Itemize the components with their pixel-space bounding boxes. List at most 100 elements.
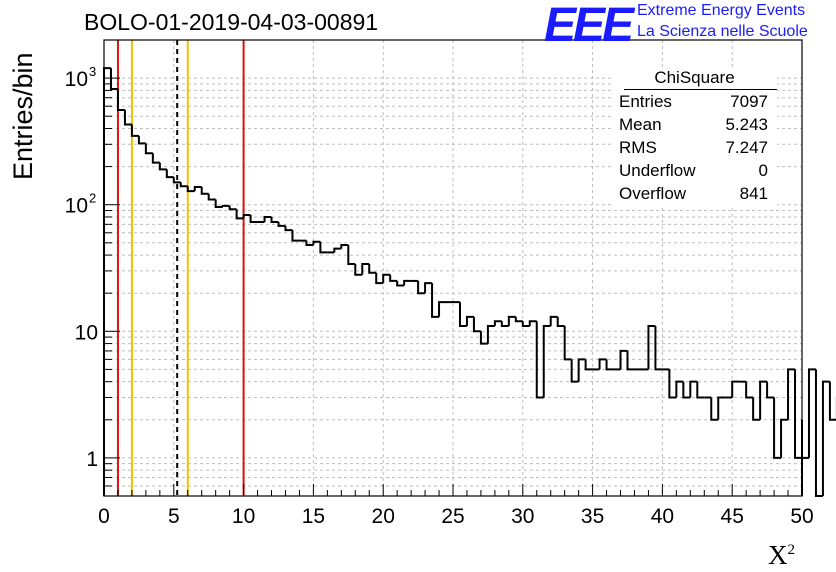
histogram-bin [647,325,656,370]
x-tick-label: 35 [581,505,604,528]
histogram-bin [654,326,663,371]
histogram-bin [228,205,237,211]
histogram-bin [807,368,816,458]
histogram-bin [354,264,363,276]
histogram-bin [780,418,789,458]
histogram-bin [368,264,377,274]
histogram-bin [249,214,258,224]
histogram-bin [417,280,426,295]
histogram-bin [794,369,802,459]
histogram-bin [312,240,321,246]
stats-row-underflow: Underflow 0 [619,161,768,181]
histogram-bin [109,68,118,91]
stats-value: 7.247 [725,138,768,157]
histogram-bin [605,359,614,371]
histogram-bin [759,380,768,420]
histogram-bin [221,204,230,207]
histogram-bin [137,135,146,145]
histogram-bin [347,245,356,266]
y-tick-label: 1 [86,448,98,471]
stats-label: RMS [619,138,657,157]
histogram-bin [116,89,125,111]
histogram-bin [528,320,537,327]
histogram-bin [821,380,830,496]
histogram-bin [626,350,635,371]
histogram-bin [696,381,705,399]
logo-line-1: Extreme Energy Events [637,2,806,19]
histogram-bin [675,380,684,398]
histogram-bin [172,177,181,184]
histogram-bin [717,396,726,420]
histogram-bin [319,241,328,254]
y-tick-label: 10 [65,68,88,91]
histogram-bin [752,397,761,421]
histogram-bin [389,274,398,282]
x-tick-label: 30 [511,505,534,528]
x-tick-label: 10 [232,505,255,528]
histogram-bin [263,215,272,223]
histogram-bin [584,359,593,371]
histogram-bin [472,316,481,333]
histogram-bin [465,315,474,327]
stats-label: Mean [619,115,662,134]
histogram-bin [340,244,349,249]
histogram-bin [814,369,823,497]
stats-value: 841 [739,184,768,203]
y-tick-label: 10 [75,321,98,344]
chart-title: BOLO-01-2019-04-03-00891 [84,9,379,35]
histogram-bin [542,325,551,398]
histogram-bin [535,321,544,399]
stats-divider [624,89,777,90]
histogram-bin [773,397,782,459]
histogram-bin [682,381,691,399]
histogram-bin [382,273,391,284]
histogram-bin [598,358,607,370]
histogram-bin [165,169,174,179]
histogram-bin [493,320,502,327]
histogram-bin [130,124,139,137]
histogram-bin [179,182,188,188]
x-tick-label: 25 [441,505,464,528]
histogram-bin [479,331,488,345]
x-tick-label: 45 [721,505,744,528]
x-tick-label: 20 [372,505,395,528]
x-tick-label: 5 [168,505,180,528]
histogram-bin [375,272,384,285]
histogram-bin [486,325,495,344]
stats-row-rms: RMS 7.247 [619,138,768,158]
stats-box: ChiSquare Entries 7097 Mean 5.243 RMS 7.… [612,67,777,207]
histogram-bin [507,315,516,327]
stats-value: 7097 [730,92,768,111]
histogram-bin [514,316,523,323]
histogram-bin [305,240,314,247]
histogram-bin [689,380,698,398]
histogram-bin [556,316,565,328]
histogram-bin [158,162,167,171]
histogram-bin [123,109,132,126]
histogram-bin [144,143,153,155]
histogram-bin [284,225,293,232]
histogram-bin [787,368,796,420]
y-axis-label: Entries/bin [8,52,38,180]
x-tick-label: 0 [98,505,110,528]
histogram-bin [186,186,195,193]
histogram-bin [458,302,467,328]
histogram-bin [207,193,216,201]
stats-label: Overflow [619,184,687,203]
histogram-bin [710,397,719,421]
histogram-bin [521,321,530,328]
histogram-bin [242,213,251,219]
histogram-bin [424,282,433,294]
stats-row-entries: Entries 7097 [619,92,768,112]
histogram-bin [500,321,509,328]
y-tick-exponent: 3 [89,64,96,79]
histogram-bin [291,230,300,242]
histogram-bin [103,67,111,496]
histogram-bin [828,381,836,421]
histogram-bin [745,381,754,399]
stats-row-overflow: Overflow 841 [619,184,768,204]
histogram-bin [193,185,202,192]
stats-label: Underflow [619,161,696,180]
histogram-bin [214,199,223,208]
